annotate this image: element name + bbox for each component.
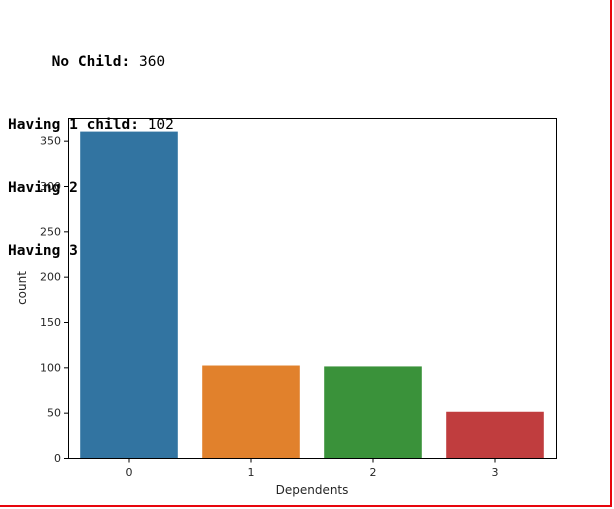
y-tick-label: 50: [47, 407, 61, 420]
y-tick-label: 250: [40, 225, 61, 238]
x-axis: 0 1 2 3: [126, 458, 499, 479]
axes-frame: [68, 118, 557, 459]
bar-2: [324, 366, 422, 458]
output-colon: :: [121, 54, 131, 70]
x-tick-label: 2: [370, 466, 377, 479]
bar-0: [80, 131, 178, 458]
y-tick-label: 300: [40, 180, 61, 193]
y-tick-label: 100: [40, 361, 61, 374]
y-tick-label: 200: [40, 271, 61, 284]
y-axis-label: count: [15, 271, 29, 305]
y-tick-label: 0: [54, 452, 61, 465]
output-label: Having 1 child: [8, 117, 131, 133]
y-tick-label: 350: [40, 135, 61, 148]
bar-1: [202, 365, 300, 458]
y-tick-label: 150: [40, 316, 61, 329]
output-line-no-child: No Child: 360: [8, 52, 174, 73]
output-colon: :: [130, 117, 139, 133]
x-axis-label: Dependents: [276, 483, 349, 497]
y-axis: 0 50 100 150 200 250 300 350: [40, 135, 68, 465]
x-tick-label: 3: [492, 466, 499, 479]
output-value: 102: [147, 117, 174, 133]
output-label: No Child: [51, 54, 122, 70]
output-value: 360: [138, 54, 166, 70]
x-tick-label: 1: [248, 466, 255, 479]
x-tick-label: 0: [126, 466, 133, 479]
output-line-1-child: Having 1 child: 102: [8, 115, 174, 136]
bar-3: [446, 411, 544, 458]
bars-layer: [80, 131, 544, 458]
